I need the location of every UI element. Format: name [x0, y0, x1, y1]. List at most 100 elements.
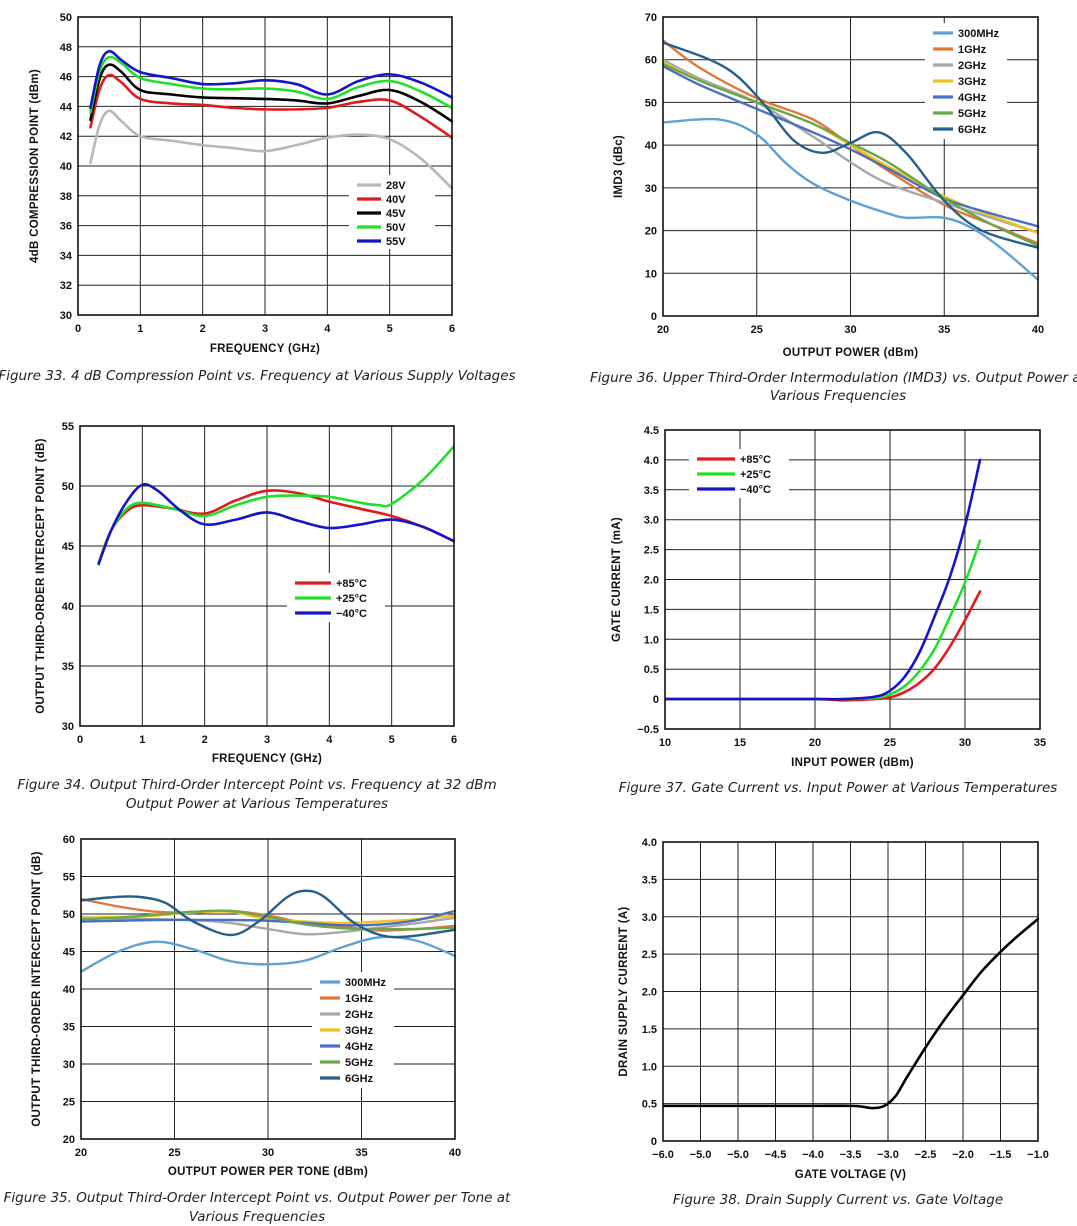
series-group [665, 458, 982, 702]
y-tick-label: 4.0 [644, 455, 659, 467]
y-tick-label: 45 [62, 541, 74, 553]
x-tick-label: 5 [387, 323, 393, 335]
legend-label: 6GHz [345, 1073, 374, 1085]
y-tick-label: 55 [63, 872, 75, 884]
y-tick-label: 40 [63, 984, 75, 996]
chart-fig38-drain-current: −6.0 −5.0 −5.0 −4.5 −4.0 −3.5 −3.0 −2.5 −2.0 −1.5… [618, 837, 1049, 1208]
y-tick-label: 25 [63, 1097, 75, 1109]
x-tick-label: 35 [1034, 737, 1046, 749]
y-tick-label: 3.5 [644, 485, 659, 497]
legend-label: 2GHz [958, 60, 987, 72]
x-tick-label: 35 [355, 1147, 367, 1159]
y-tick-label: 0 [651, 1136, 657, 1148]
x-tick-label: 0 [75, 323, 81, 335]
x-tick-label: 20 [75, 1147, 87, 1159]
legend-label: 6GHz [958, 124, 987, 136]
y-tick-label: 35 [62, 661, 74, 673]
x-tick-label: −3.0 [877, 1149, 899, 1161]
legend-label: 4GHz [345, 1041, 374, 1053]
plot-frame [662, 16, 1039, 317]
y-tick-label: 3.0 [644, 515, 659, 527]
y-tick-label: 4.0 [642, 837, 657, 849]
series-line-2ghz [663, 58, 1039, 234]
x-tick-label: 4 [324, 323, 331, 335]
legend-label: 28V [386, 180, 406, 192]
y-axis-label: IMD3 (dBc) [613, 135, 625, 198]
legend-label: 1GHz [345, 993, 374, 1005]
legend-label: 55V [386, 236, 406, 248]
gridlines [78, 17, 452, 315]
figure-caption: Figure 38. Drain Supply Current vs. Gate… [673, 1192, 1003, 1208]
y-tick-label: 60 [63, 834, 75, 846]
y-tick-label: 35 [63, 1022, 75, 1034]
y-tick-label: 40 [60, 161, 72, 173]
x-tick-label: 40 [449, 1147, 461, 1159]
legend-label: 5GHz [345, 1057, 374, 1069]
y-axis-label: DRAIN SUPPLY CURRENT (A) [618, 906, 630, 1076]
legend-label: +25°C [740, 469, 771, 481]
figure-caption: Figure 34. Output Third-Order Intercept … [17, 777, 496, 793]
legend-label: +25°C [336, 593, 367, 605]
y-tick-label: 60 [645, 55, 657, 67]
y-tick-label: 3.5 [642, 874, 657, 886]
x-tick-label: 30 [959, 737, 971, 749]
series-line-300mhz [663, 117, 1039, 281]
legend-label: 2GHz [345, 1009, 374, 1021]
y-tick-label: 20 [63, 1134, 75, 1146]
series-line-4ghz [663, 64, 1039, 228]
figure-caption: Figure 33. 4 dB Compression Point vs. Fr… [0, 368, 516, 384]
figure-caption: Various Frequencies [189, 1209, 325, 1225]
legend-label: 5GHz [958, 108, 987, 120]
x-axis-label: OUTPUT POWER (dBm) [783, 347, 919, 359]
legend: +85°C +25°C −40°C [287, 573, 385, 622]
plot-frame [79, 425, 455, 727]
legend-label: 45V [386, 208, 406, 220]
y-tick-label: 40 [645, 140, 657, 152]
y-tick-label: 0.5 [644, 664, 659, 676]
x-tick-label: 6 [449, 323, 455, 335]
legend: +85°C +25°C −40°C [689, 449, 789, 498]
x-tick-label: 1 [139, 734, 145, 746]
y-tick-label: 34 [60, 250, 73, 262]
x-tick-label: −1.0 [1027, 1149, 1049, 1161]
legend: 28V 40V 45V 50V 55V [349, 175, 435, 249]
y-tick-label: 4.5 [644, 425, 659, 437]
y-tick-label: 40 [62, 601, 74, 613]
y-tick-label: −0.5 [637, 724, 659, 736]
x-tick-label: 10 [659, 737, 671, 749]
x-axis-label: INPUT POWER (dBm) [791, 757, 914, 769]
figure-caption: Various Frequencies [770, 388, 906, 404]
plot-frame [662, 841, 1039, 1142]
x-tick-label: −6.0 [652, 1149, 674, 1161]
x-tick-label: 20 [809, 737, 821, 749]
x-axis-label: FREQUENCY (GHz) [212, 753, 322, 765]
y-tick-label: 32 [60, 280, 72, 292]
y-tick-label: 50 [60, 12, 72, 24]
legend-label: 1GHz [958, 44, 987, 56]
series-line-50v [89, 55, 453, 114]
series-group [663, 917, 1039, 1110]
y-tick-label: 0.5 [642, 1099, 657, 1111]
series-line-28v [89, 109, 453, 190]
x-axis-label: OUTPUT POWER PER TONE (dBm) [168, 1166, 368, 1178]
series-group [97, 445, 455, 566]
x-tick-label: −2.5 [915, 1149, 937, 1161]
legend-label: 300MHz [958, 28, 999, 40]
y-tick-label: 1.0 [642, 1061, 657, 1073]
y-tick-label: 36 [60, 221, 72, 233]
series-group [81, 889, 456, 973]
x-tick-label: 2 [200, 323, 206, 335]
x-tick-label: 4 [326, 734, 333, 746]
x-tick-label: 5 [389, 734, 395, 746]
y-tick-label: 38 [60, 191, 72, 203]
legend-label: −40°C [336, 608, 367, 620]
y-tick-label: 2.5 [644, 545, 659, 557]
x-tick-label: 25 [751, 324, 763, 336]
y-tick-label: 30 [60, 310, 72, 322]
series-line-40c [97, 483, 455, 566]
x-tick-label: −1.5 [990, 1149, 1012, 1161]
y-tick-label: 50 [645, 97, 657, 109]
y-tick-label: 0 [651, 311, 657, 323]
